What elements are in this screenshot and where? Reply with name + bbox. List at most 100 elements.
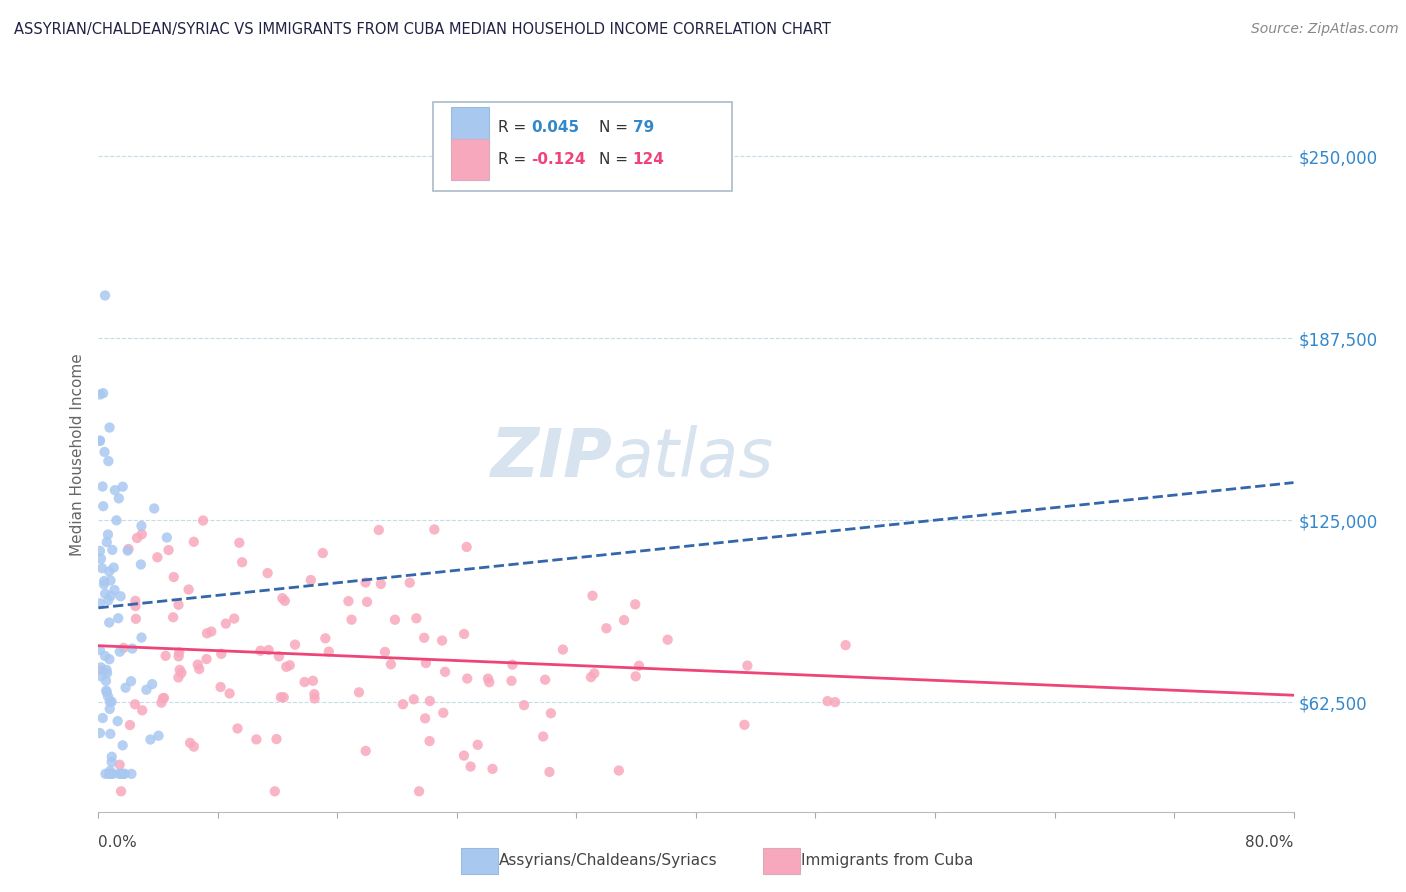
- Point: [131, 631, 153, 645]
- Point: [124, 594, 146, 608]
- Point: [432, 706, 454, 720]
- Point: [467, 738, 489, 752]
- Point: [453, 627, 475, 641]
- Point: [481, 762, 503, 776]
- Point: [318, 645, 340, 659]
- Point: [93, 445, 115, 459]
- Point: [94, 648, 117, 663]
- Text: Source: ZipAtlas.com: Source: ZipAtlas.com: [1251, 22, 1399, 37]
- Point: [96, 666, 118, 681]
- Point: [477, 672, 499, 686]
- Point: [100, 767, 122, 781]
- Point: [312, 546, 335, 560]
- Text: R =: R =: [498, 152, 530, 167]
- Point: [114, 767, 136, 781]
- Point: [90, 669, 112, 683]
- Point: [347, 685, 370, 699]
- Point: [98, 695, 121, 709]
- Point: [456, 672, 478, 686]
- Point: [89, 544, 111, 558]
- FancyBboxPatch shape: [451, 107, 489, 148]
- Text: atlas: atlas: [613, 425, 773, 491]
- Text: 80.0%: 80.0%: [1246, 836, 1294, 850]
- Point: [294, 675, 316, 690]
- Point: [129, 558, 152, 572]
- Point: [215, 616, 238, 631]
- Point: [98, 764, 121, 778]
- Point: [231, 555, 253, 569]
- Point: [218, 686, 240, 700]
- Point: [271, 591, 294, 606]
- Point: [354, 575, 377, 590]
- Point: [97, 527, 120, 541]
- Point: [98, 565, 121, 579]
- Point: [110, 784, 132, 798]
- Point: [131, 519, 153, 533]
- Point: [91, 386, 114, 401]
- Point: [398, 575, 420, 590]
- Point: [299, 573, 322, 587]
- Point: [170, 665, 193, 680]
- FancyBboxPatch shape: [451, 139, 489, 180]
- Point: [90, 663, 112, 677]
- Point: [120, 674, 142, 689]
- Point: [460, 759, 482, 773]
- Point: [98, 702, 121, 716]
- Point: [124, 599, 146, 613]
- Point: [249, 643, 271, 657]
- Point: [89, 434, 111, 448]
- Point: [607, 764, 630, 778]
- Point: [478, 675, 501, 690]
- Point: [167, 645, 190, 659]
- Point: [501, 673, 523, 688]
- Point: [169, 663, 191, 677]
- Point: [135, 682, 157, 697]
- Point: [613, 613, 636, 627]
- Text: Immigrants from Cuba: Immigrants from Cuba: [801, 854, 974, 868]
- Point: [94, 587, 117, 601]
- Point: [156, 531, 179, 545]
- Point: [110, 589, 132, 603]
- Text: R =: R =: [498, 120, 530, 135]
- Point: [405, 611, 427, 625]
- Point: [107, 491, 129, 506]
- Point: [195, 626, 218, 640]
- Point: [370, 577, 392, 591]
- Point: [117, 543, 139, 558]
- Point: [131, 527, 153, 541]
- Point: [224, 611, 246, 625]
- Point: [103, 560, 125, 574]
- Point: [583, 666, 606, 681]
- Point: [94, 673, 117, 688]
- Point: [108, 767, 131, 781]
- Point: [162, 610, 184, 624]
- Point: [354, 744, 377, 758]
- Point: [163, 570, 186, 584]
- Point: [209, 680, 232, 694]
- Point: [100, 695, 122, 709]
- Point: [94, 288, 117, 302]
- Point: [91, 561, 114, 575]
- Point: [534, 673, 557, 687]
- Point: [356, 595, 378, 609]
- Point: [100, 749, 122, 764]
- Point: [96, 535, 118, 549]
- Point: [143, 501, 166, 516]
- Point: [155, 648, 177, 663]
- Point: [538, 764, 561, 779]
- Point: [89, 726, 111, 740]
- Point: [91, 499, 114, 513]
- Text: 124: 124: [633, 152, 665, 167]
- Point: [408, 784, 430, 798]
- Point: [107, 714, 129, 728]
- Point: [834, 638, 856, 652]
- Point: [824, 695, 846, 709]
- Point: [392, 698, 415, 712]
- Point: [419, 734, 441, 748]
- Point: [97, 767, 120, 781]
- Point: [337, 594, 360, 608]
- Point: [179, 736, 201, 750]
- Point: [419, 694, 441, 708]
- Y-axis label: Median Household Income: Median Household Income: [70, 353, 86, 557]
- Point: [150, 696, 173, 710]
